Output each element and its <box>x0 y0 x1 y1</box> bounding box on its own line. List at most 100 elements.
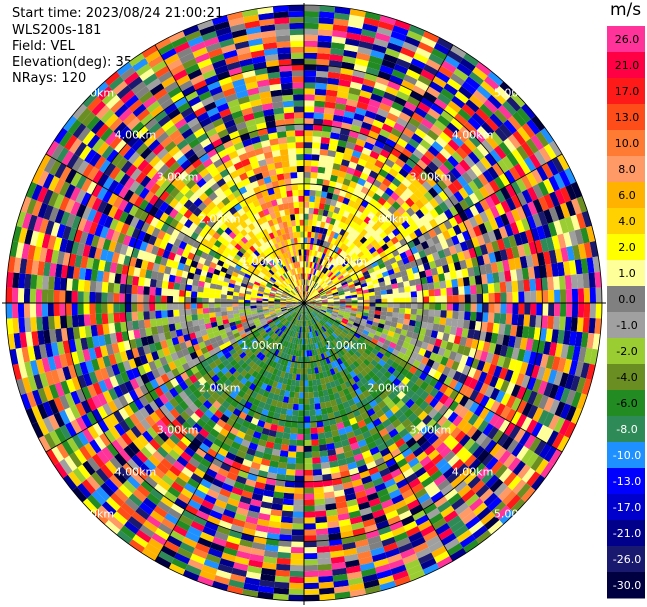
gate <box>101 281 109 293</box>
gate <box>367 362 375 371</box>
gate <box>378 262 386 270</box>
gate <box>566 246 575 261</box>
gate <box>476 234 486 246</box>
gate <box>327 343 334 350</box>
gate <box>403 280 410 288</box>
gate <box>314 100 326 108</box>
gate <box>308 286 313 293</box>
gate <box>327 306 334 310</box>
gate <box>113 312 121 323</box>
gate <box>214 293 221 299</box>
gate <box>311 225 317 233</box>
gate <box>508 425 521 440</box>
gate <box>339 258 347 266</box>
gate <box>331 332 338 339</box>
gate <box>409 90 424 102</box>
gate <box>352 360 360 368</box>
gate <box>396 458 408 469</box>
gate <box>521 486 536 503</box>
gate <box>404 494 418 505</box>
gate <box>367 156 378 165</box>
gate <box>317 288 324 293</box>
gate <box>375 303 382 308</box>
gate <box>517 348 526 362</box>
gate <box>297 428 304 435</box>
gate <box>428 289 435 297</box>
gate <box>477 419 489 433</box>
gate <box>414 514 430 526</box>
gate <box>305 285 308 292</box>
gate <box>331 288 338 293</box>
gate <box>154 295 162 303</box>
gate <box>304 112 314 119</box>
gate <box>357 303 364 307</box>
gate <box>307 279 311 286</box>
gate <box>468 276 476 286</box>
gate <box>533 150 547 166</box>
gate <box>434 380 444 391</box>
gate <box>42 275 50 290</box>
gate <box>280 444 289 452</box>
gate <box>48 276 56 290</box>
gate <box>77 279 85 292</box>
gate <box>388 36 405 47</box>
gate <box>398 428 409 438</box>
gate <box>507 115 522 131</box>
gate <box>401 447 413 458</box>
gate <box>592 256 601 273</box>
gate <box>402 432 413 443</box>
gate <box>422 231 432 241</box>
gate <box>367 267 375 274</box>
gate <box>310 237 315 245</box>
gate <box>336 286 343 291</box>
gate <box>359 152 370 162</box>
gate <box>376 258 384 266</box>
gate <box>427 486 441 498</box>
gate <box>396 117 409 128</box>
gate <box>315 190 322 197</box>
gate <box>443 397 454 409</box>
gate <box>476 126 490 140</box>
gate <box>339 323 346 329</box>
gate <box>317 557 332 565</box>
gate <box>520 174 533 190</box>
gate <box>314 269 319 276</box>
gate <box>482 303 489 313</box>
gate <box>327 296 334 300</box>
gate <box>317 278 322 284</box>
gate <box>387 330 395 338</box>
gate <box>325 269 331 276</box>
gate <box>447 139 460 152</box>
gate <box>498 141 512 156</box>
gate <box>451 235 460 246</box>
gate <box>312 142 321 149</box>
gate <box>410 291 418 298</box>
gate <box>367 61 382 71</box>
gate <box>282 504 294 512</box>
gate <box>333 239 340 247</box>
gate <box>419 170 431 181</box>
gate <box>319 258 324 265</box>
gate <box>365 136 377 146</box>
gate <box>563 261 571 276</box>
gate <box>304 106 315 113</box>
gate <box>318 208 324 216</box>
gate <box>375 306 382 312</box>
gate <box>413 326 421 334</box>
gate <box>375 76 390 86</box>
gate <box>411 303 418 309</box>
gate <box>453 261 462 271</box>
gate <box>143 294 150 303</box>
gate <box>470 429 483 442</box>
gate <box>463 375 473 387</box>
gate <box>450 44 467 59</box>
gate <box>542 290 549 303</box>
gate <box>325 255 331 262</box>
gate <box>538 394 549 410</box>
gate <box>388 107 402 118</box>
gate <box>288 397 294 404</box>
gate <box>438 163 451 176</box>
gate <box>479 103 494 118</box>
gate <box>342 153 352 162</box>
gate <box>410 213 420 223</box>
